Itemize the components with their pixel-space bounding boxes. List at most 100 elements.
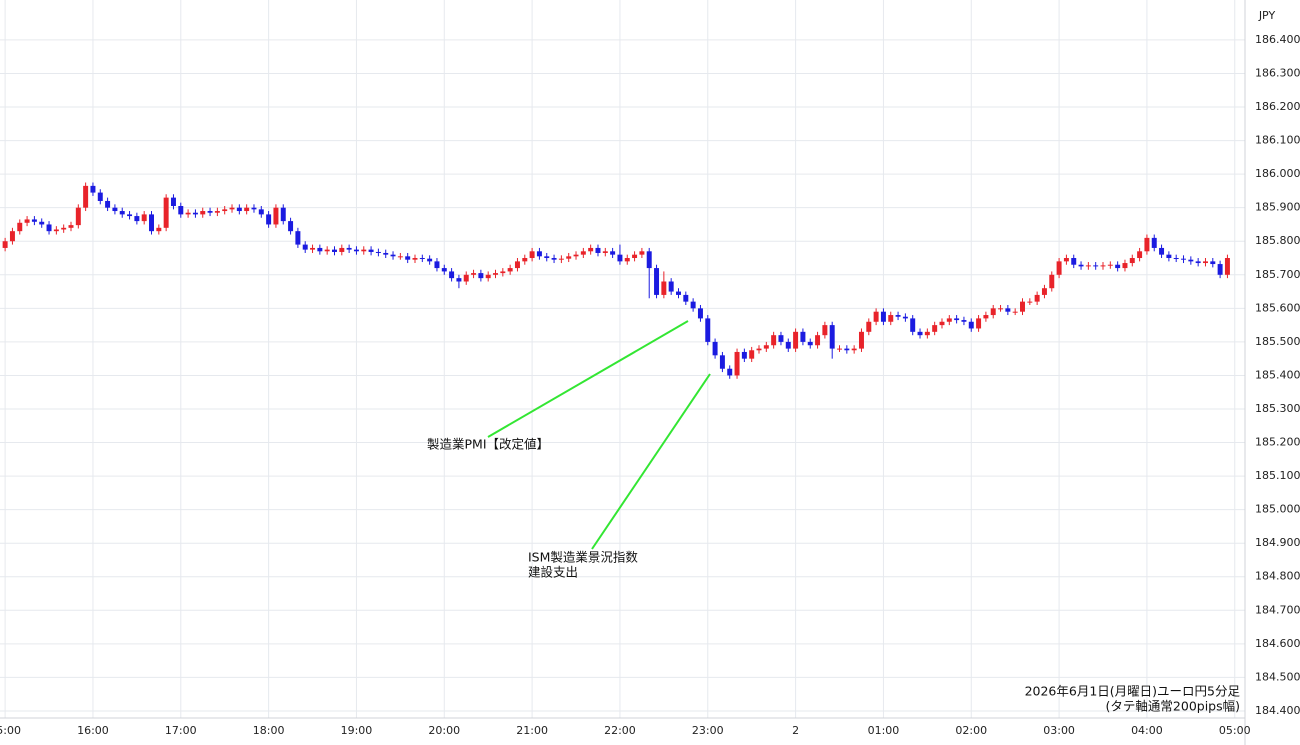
y-tick-label: 185.400 — [1255, 368, 1300, 381]
candle-body — [485, 274, 491, 279]
annotation-line — [487, 320, 689, 438]
candle-body — [851, 348, 857, 351]
candle-body — [280, 207, 286, 222]
candle-body — [602, 251, 608, 253]
candle-body — [1063, 258, 1069, 262]
x-tick-label: 19:00 — [341, 724, 373, 737]
candle-body — [302, 244, 308, 250]
candle-body — [463, 274, 469, 282]
candle-body — [1122, 263, 1128, 269]
candle-body — [493, 273, 498, 275]
candle-body — [858, 331, 864, 349]
candle-body — [639, 251, 645, 255]
candle-body — [771, 335, 777, 346]
candle-body — [478, 273, 484, 279]
candle-body — [1049, 274, 1055, 289]
candle-body — [829, 325, 835, 349]
candle-body — [1217, 264, 1223, 275]
candle-body — [31, 219, 37, 222]
candle-body — [815, 335, 821, 346]
candle-body — [873, 311, 879, 322]
candle-body — [1100, 265, 1106, 267]
candle-body — [46, 224, 52, 232]
candle-body — [566, 256, 572, 259]
candle-body — [192, 212, 198, 215]
candle-body — [588, 247, 594, 252]
plot-area — [0, 0, 1245, 718]
y-tick-label: 184.900 — [1255, 536, 1300, 549]
candle-body — [170, 197, 176, 207]
candle-body — [112, 207, 118, 212]
y-tick-label: 185.000 — [1255, 503, 1300, 516]
candle-body — [1202, 261, 1208, 264]
candle-body — [1144, 237, 1150, 252]
candle-body — [1085, 265, 1091, 267]
candle-body — [866, 321, 872, 332]
candle-body — [646, 251, 652, 269]
candle-body — [551, 258, 557, 260]
candle-body — [17, 222, 23, 232]
candle-body — [39, 221, 45, 225]
x-tick-label: 15:00 — [0, 724, 21, 737]
annotation-text: 建設支出 — [528, 565, 578, 580]
candle-body — [880, 311, 886, 322]
y-tick-label: 185.700 — [1255, 268, 1300, 281]
candle-body — [434, 261, 440, 269]
candle-body — [961, 320, 967, 322]
candle-body — [397, 256, 403, 258]
y-tick-label: 186.300 — [1255, 66, 1300, 79]
candle-body — [822, 325, 828, 336]
candle-body — [719, 355, 725, 369]
candle-body — [90, 185, 96, 193]
candle-body — [998, 308, 1004, 310]
candle-body — [734, 351, 740, 376]
candle-body — [946, 318, 952, 322]
candle-body — [514, 261, 520, 269]
candle-body — [1034, 294, 1040, 302]
candle-body — [895, 315, 901, 317]
y-tick-label: 186.400 — [1255, 33, 1300, 46]
candle-body — [83, 185, 89, 208]
x-tick-label: 18:00 — [253, 724, 285, 737]
chart-note: 2026年6月1日(月曜日)ユーロ円5分足 — [1025, 684, 1241, 699]
candle-body — [1210, 261, 1216, 265]
candle-body — [375, 251, 381, 253]
candle-body — [134, 216, 140, 222]
candle-body — [624, 258, 630, 262]
candle-body — [412, 258, 418, 260]
candle-body — [595, 247, 601, 253]
x-tick-label: 05:00 — [1219, 724, 1251, 737]
candle-body — [690, 301, 696, 309]
candle-body — [2, 241, 8, 248]
candle-body — [9, 231, 15, 242]
candle-body — [617, 254, 623, 262]
candle-body — [229, 207, 235, 210]
candle-body — [141, 214, 147, 222]
candle-body — [954, 318, 960, 321]
candle-body — [683, 294, 689, 302]
candle-body — [222, 209, 228, 212]
candle-body — [353, 249, 359, 252]
candle-body — [939, 321, 945, 326]
x-tick-label: 17:00 — [165, 724, 197, 737]
candle-body — [983, 315, 989, 319]
candle-body — [749, 350, 755, 359]
candle-body — [536, 251, 542, 257]
y-tick-label: 184.400 — [1255, 704, 1300, 717]
candle-body — [807, 341, 813, 346]
candle-body — [1107, 264, 1113, 266]
candle-body — [500, 271, 506, 274]
candle-body — [1181, 258, 1187, 260]
candle-body — [888, 315, 894, 322]
candle-body — [676, 291, 681, 295]
candle-body — [837, 348, 843, 350]
candle-body — [507, 268, 513, 272]
candle-body — [236, 207, 242, 212]
x-tick-label: 20:00 — [428, 724, 460, 737]
y-tick-label: 185.900 — [1255, 201, 1300, 214]
currency-label: JPY — [1258, 9, 1276, 22]
candle-body — [324, 249, 330, 252]
candle-body — [756, 348, 762, 351]
candle-body — [127, 214, 133, 217]
candle-body — [61, 227, 67, 230]
